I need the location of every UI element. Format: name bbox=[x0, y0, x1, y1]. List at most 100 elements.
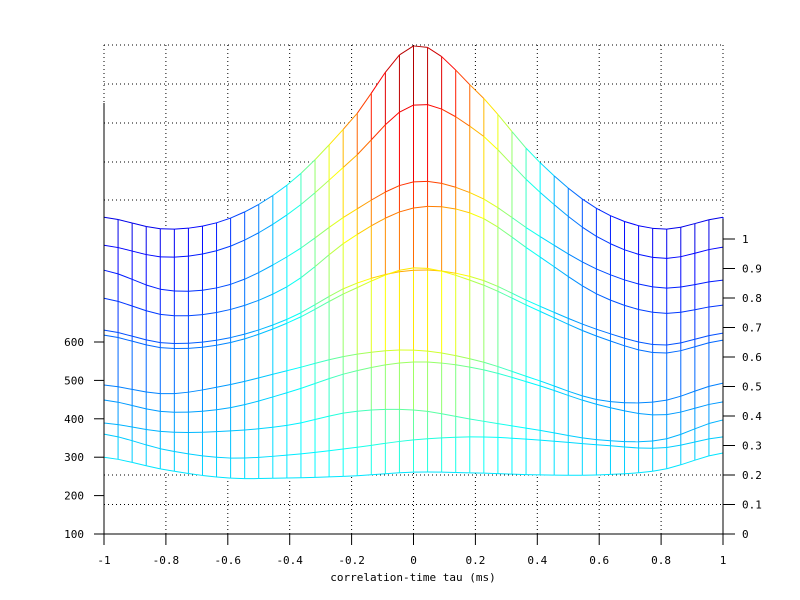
series-line-segment bbox=[202, 455, 217, 458]
series-line-segment bbox=[103, 384, 119, 388]
series-line-segment bbox=[399, 104, 414, 113]
series-line-segment bbox=[385, 211, 400, 219]
series-line-segment bbox=[230, 380, 245, 385]
x-tick-label: -0.8 bbox=[153, 554, 180, 567]
series-line-segment bbox=[427, 180, 442, 184]
series-line-segment bbox=[258, 396, 273, 402]
series-line-segment bbox=[694, 342, 710, 348]
series-line-segment bbox=[371, 442, 386, 446]
series-line-segment bbox=[272, 318, 288, 326]
right-tick-label: 0.9 bbox=[742, 263, 762, 276]
series-line-segment bbox=[399, 269, 414, 273]
series-line-segment bbox=[582, 399, 597, 405]
series-line-segment bbox=[117, 436, 133, 442]
series-line-segment bbox=[103, 269, 119, 275]
series-line-segment bbox=[497, 366, 513, 372]
series-line-segment bbox=[624, 345, 639, 351]
series-line-segment bbox=[455, 355, 470, 360]
series-line-segment bbox=[652, 399, 667, 403]
series-line-segment bbox=[216, 407, 231, 411]
series-line-segment bbox=[258, 324, 273, 331]
series-line-segment bbox=[525, 247, 541, 258]
series-line-segment bbox=[525, 381, 541, 387]
series-line-segment bbox=[610, 445, 625, 448]
series-line-segment bbox=[497, 114, 513, 132]
series-line-segment bbox=[539, 380, 555, 387]
series-line-segment bbox=[286, 453, 301, 456]
series-line-segment bbox=[708, 452, 724, 457]
x-tick-label: 0.4 bbox=[527, 554, 547, 567]
series-line-segment bbox=[188, 225, 203, 229]
series-line-segment bbox=[385, 269, 400, 276]
series-line-segment bbox=[343, 370, 358, 375]
series-line-segment bbox=[230, 239, 245, 247]
series-line-segment bbox=[385, 111, 400, 126]
series-line-segment bbox=[343, 475, 358, 477]
series-line-segment bbox=[146, 444, 161, 450]
series-line-segment bbox=[708, 419, 724, 425]
series-line-segment bbox=[666, 226, 681, 230]
series-line-segment bbox=[596, 293, 611, 301]
series-line-segment bbox=[272, 424, 287, 428]
series-line-segment bbox=[483, 218, 499, 228]
series-line-segment bbox=[553, 317, 569, 325]
series-line-segment bbox=[441, 270, 456, 276]
series-line-segment bbox=[131, 278, 147, 286]
series-line-segment bbox=[610, 215, 625, 222]
series-line-segment bbox=[188, 472, 203, 476]
series-line-segment bbox=[596, 398, 611, 403]
series-line-segment bbox=[216, 456, 231, 459]
series-line-segment bbox=[146, 310, 161, 315]
series-line-segment bbox=[525, 427, 541, 431]
series-line-segment bbox=[708, 304, 724, 308]
series-line-segment bbox=[188, 289, 203, 292]
series-line-segment bbox=[132, 388, 147, 393]
series-line-segment bbox=[708, 279, 724, 283]
series-line-segment bbox=[652, 438, 667, 442]
series-line-segment bbox=[441, 182, 456, 188]
series-line-segment bbox=[371, 350, 386, 353]
series-line-segment bbox=[666, 311, 681, 314]
series-line-segment bbox=[638, 440, 653, 443]
series-line-segment bbox=[103, 334, 119, 339]
series-line-segment bbox=[216, 342, 231, 346]
series-line-segment bbox=[666, 342, 681, 346]
series-line-segment bbox=[399, 361, 414, 364]
series-line-segment bbox=[132, 461, 147, 467]
series-line-segment bbox=[694, 335, 710, 340]
series-line-segment bbox=[596, 444, 611, 447]
x-tick-label: 0.2 bbox=[465, 554, 485, 567]
x-tick-label: 1 bbox=[720, 554, 727, 567]
series-line-segment bbox=[526, 438, 541, 441]
series-line-segment bbox=[146, 428, 161, 432]
series-line-segment bbox=[455, 274, 470, 281]
series-line-segment bbox=[117, 337, 133, 342]
series-line-segment bbox=[286, 204, 302, 216]
series-line-segment bbox=[497, 207, 513, 218]
series-line-segment bbox=[188, 253, 203, 257]
left-tick-label: 100 bbox=[64, 528, 84, 541]
series-line-segment bbox=[525, 375, 541, 382]
series-line-segment bbox=[483, 98, 499, 115]
series-line-segment bbox=[286, 387, 302, 394]
series-line-segment bbox=[666, 464, 681, 470]
series-line-segment bbox=[624, 446, 639, 449]
series-line-segment bbox=[174, 255, 189, 258]
series-line-segment bbox=[652, 227, 667, 230]
series-line-segment bbox=[427, 437, 442, 440]
series-line-segment bbox=[146, 408, 161, 412]
series-line-segment bbox=[174, 470, 189, 474]
series-line-segment bbox=[441, 352, 456, 357]
series-line-segment bbox=[539, 236, 555, 246]
series-line-segment bbox=[652, 286, 667, 289]
series-line-segment bbox=[230, 333, 245, 339]
series-line-segment bbox=[117, 401, 133, 406]
series-line-segment bbox=[694, 281, 710, 286]
series-line-segment bbox=[680, 284, 695, 288]
series-line-segment bbox=[708, 339, 724, 344]
series-line-segment bbox=[624, 337, 639, 343]
series-line-segment bbox=[202, 409, 217, 412]
series-line-segment bbox=[680, 309, 695, 313]
series-line-segment bbox=[525, 227, 541, 238]
series-line-segment bbox=[497, 473, 512, 475]
